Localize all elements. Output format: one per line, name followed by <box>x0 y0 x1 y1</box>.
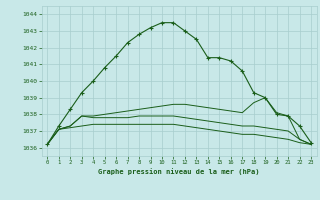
X-axis label: Graphe pression niveau de la mer (hPa): Graphe pression niveau de la mer (hPa) <box>99 168 260 175</box>
